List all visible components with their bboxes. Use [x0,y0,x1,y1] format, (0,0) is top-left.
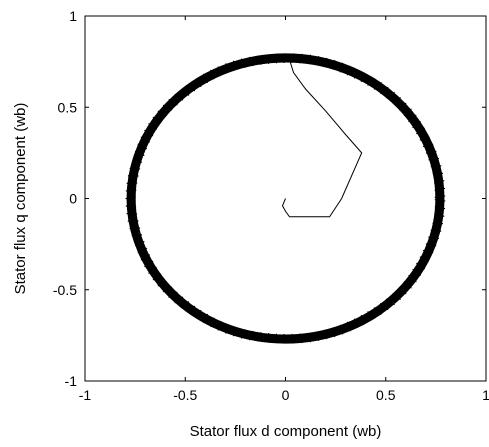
x-tick-label: 0 [282,387,290,403]
x-tick-label: 1 [482,387,489,403]
y-tick-label: 0 [69,191,77,207]
y-tick-label: 1 [69,8,77,24]
flux-ripple-trace [125,53,446,344]
x-tick-label: -1 [79,387,92,403]
y-tick-label: -1 [65,373,78,389]
transient-flux-trajectory [281,59,363,218]
y-tick-label: -0.5 [53,282,77,298]
x-axis-label: Stator flux d component (wb) [190,423,382,440]
y-axis-label: Stator flux q component (wb) [12,103,29,295]
x-tick-label: 0.5 [376,387,396,403]
data-layer [125,53,446,344]
axis-ticks: -1 -0.5 0 0.5 1 -1 -0.5 0 0.5 1 [53,8,489,403]
x-tick-label: -0.5 [173,387,197,403]
y-tick-label: 0.5 [58,99,78,115]
